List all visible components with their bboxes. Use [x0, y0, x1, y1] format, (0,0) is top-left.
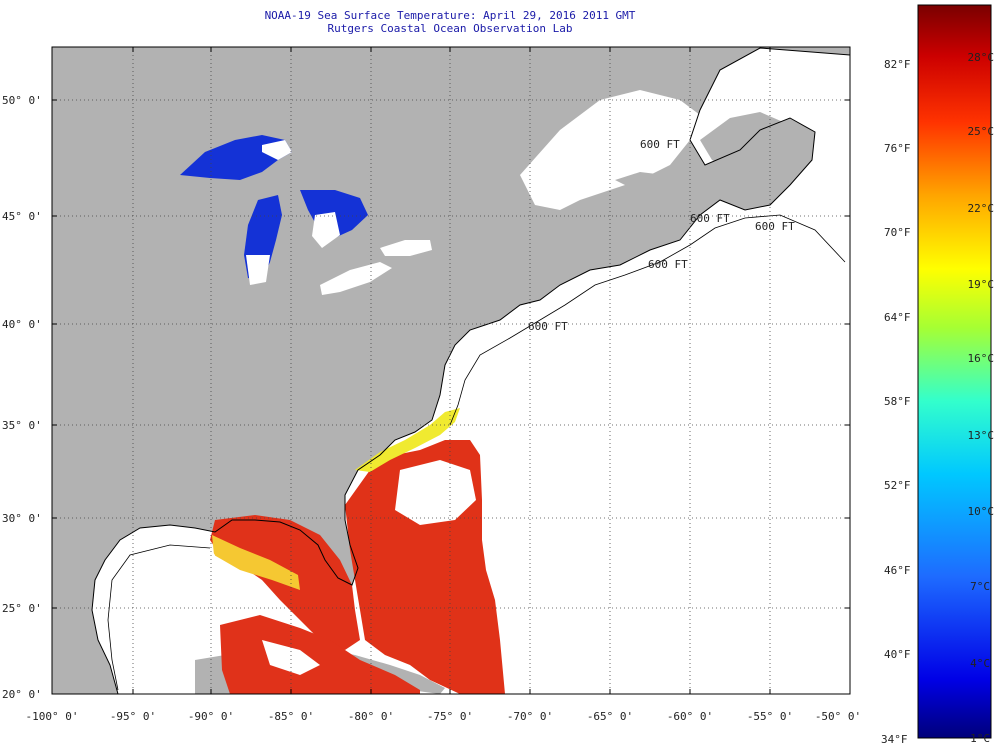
cb-f-58: 58°F — [884, 395, 911, 408]
lat-label-45: 45° 0' — [2, 210, 42, 223]
colorbar-fahrenheit-labels: 82°F 76°F 70°F 64°F 58°F 52°F 46°F 40°F … — [881, 58, 911, 746]
lon-label-95: -95° 0' — [110, 710, 156, 723]
cb-c-13: 13°C — [968, 429, 995, 442]
map-title: NOAA-19 Sea Surface Temperature: April 2… — [264, 9, 636, 22]
isobath-label-5: 600 FT — [528, 320, 568, 333]
lon-label-65: -65° 0' — [587, 710, 633, 723]
lat-label-25: 25° 0' — [2, 602, 42, 615]
coastline — [91, 47, 850, 694]
isobath-label-4: 600 FT — [648, 258, 688, 271]
lon-label-70: -70° 0' — [507, 710, 553, 723]
cb-c-28: 28°C — [968, 51, 995, 64]
graticule — [52, 47, 850, 694]
land-newfoundland — [700, 112, 800, 180]
colorbar — [917, 4, 992, 739]
lake-superior-ice — [262, 140, 292, 160]
lake-huron-ice — [312, 212, 340, 248]
cb-f-34: 34°F — [881, 733, 908, 746]
cb-f-40: 40°F — [884, 648, 911, 661]
sst-gulfstream-edge-cool — [355, 408, 460, 472]
land-nova-scotia — [585, 200, 690, 250]
lat-label-40: 40° 0' — [2, 318, 42, 331]
cb-f-76: 76°F — [884, 142, 911, 155]
cb-c-10: 10°C — [968, 505, 995, 518]
cb-c-25: 25°C — [968, 125, 995, 138]
lake-michigan-ice — [246, 255, 270, 285]
cb-c-4: 4°C — [970, 657, 990, 670]
colorbar-celsius-labels: 28°C 25°C 22°C 19°C 16°C 13°C 10°C 7°C 4… — [968, 51, 995, 745]
lon-label-55: -55° 0' — [747, 710, 793, 723]
cb-f-64: 64°F — [884, 311, 911, 324]
cb-c-19: 19°C — [968, 278, 995, 291]
cb-f-82: 82°F — [884, 58, 911, 71]
lon-label-90: -90° 0' — [188, 710, 234, 723]
cb-c-1: 1°C — [970, 732, 990, 745]
cb-c-7: 7°C — [970, 580, 990, 593]
lat-label-35: 35° 0' — [2, 419, 42, 432]
cb-c-16: 16°C — [968, 352, 995, 365]
isobath-label-1: 600 FT — [640, 138, 680, 151]
lake-erie — [320, 262, 392, 295]
prince-edward-island — [615, 172, 665, 190]
gulf-st-lawrence — [520, 90, 700, 210]
cb-f-52: 52°F — [884, 479, 911, 492]
gulf-no-data — [110, 532, 215, 650]
cb-f-46: 46°F — [884, 564, 911, 577]
isobath-label-3: 600 FT — [755, 220, 795, 233]
lon-label-50: -50° 0' — [815, 710, 861, 723]
lon-label-85: -85° 0' — [268, 710, 314, 723]
lon-label-60: -60° 0' — [667, 710, 713, 723]
lat-label-30: 30° 0' — [2, 512, 42, 525]
axis-ticks — [52, 47, 850, 694]
isobath-label-2: 600 FT — [690, 212, 730, 225]
lon-label-100: -100° 0' — [26, 710, 79, 723]
sst-caribbean-clouds — [262, 640, 320, 675]
lon-label-75: -75° 0' — [427, 710, 473, 723]
sst-caribbean-warm — [220, 615, 420, 694]
cb-c-22: 22°C — [968, 202, 995, 215]
map-border — [51, 46, 851, 695]
isobath-gulf — [107, 544, 211, 691]
map-subtitle: Rutgers Coastal Ocean Observation Lab — [327, 22, 573, 35]
lake-ontario — [380, 240, 432, 256]
lat-label-50: 50° 0' — [2, 94, 42, 107]
sst-gulf-coastal-cool — [212, 535, 300, 590]
lon-label-80: -80° 0' — [348, 710, 394, 723]
lat-label-20: 20° 0' — [2, 688, 42, 701]
sst-atlantic-clouds — [395, 460, 476, 525]
cb-f-70: 70°F — [884, 226, 911, 239]
